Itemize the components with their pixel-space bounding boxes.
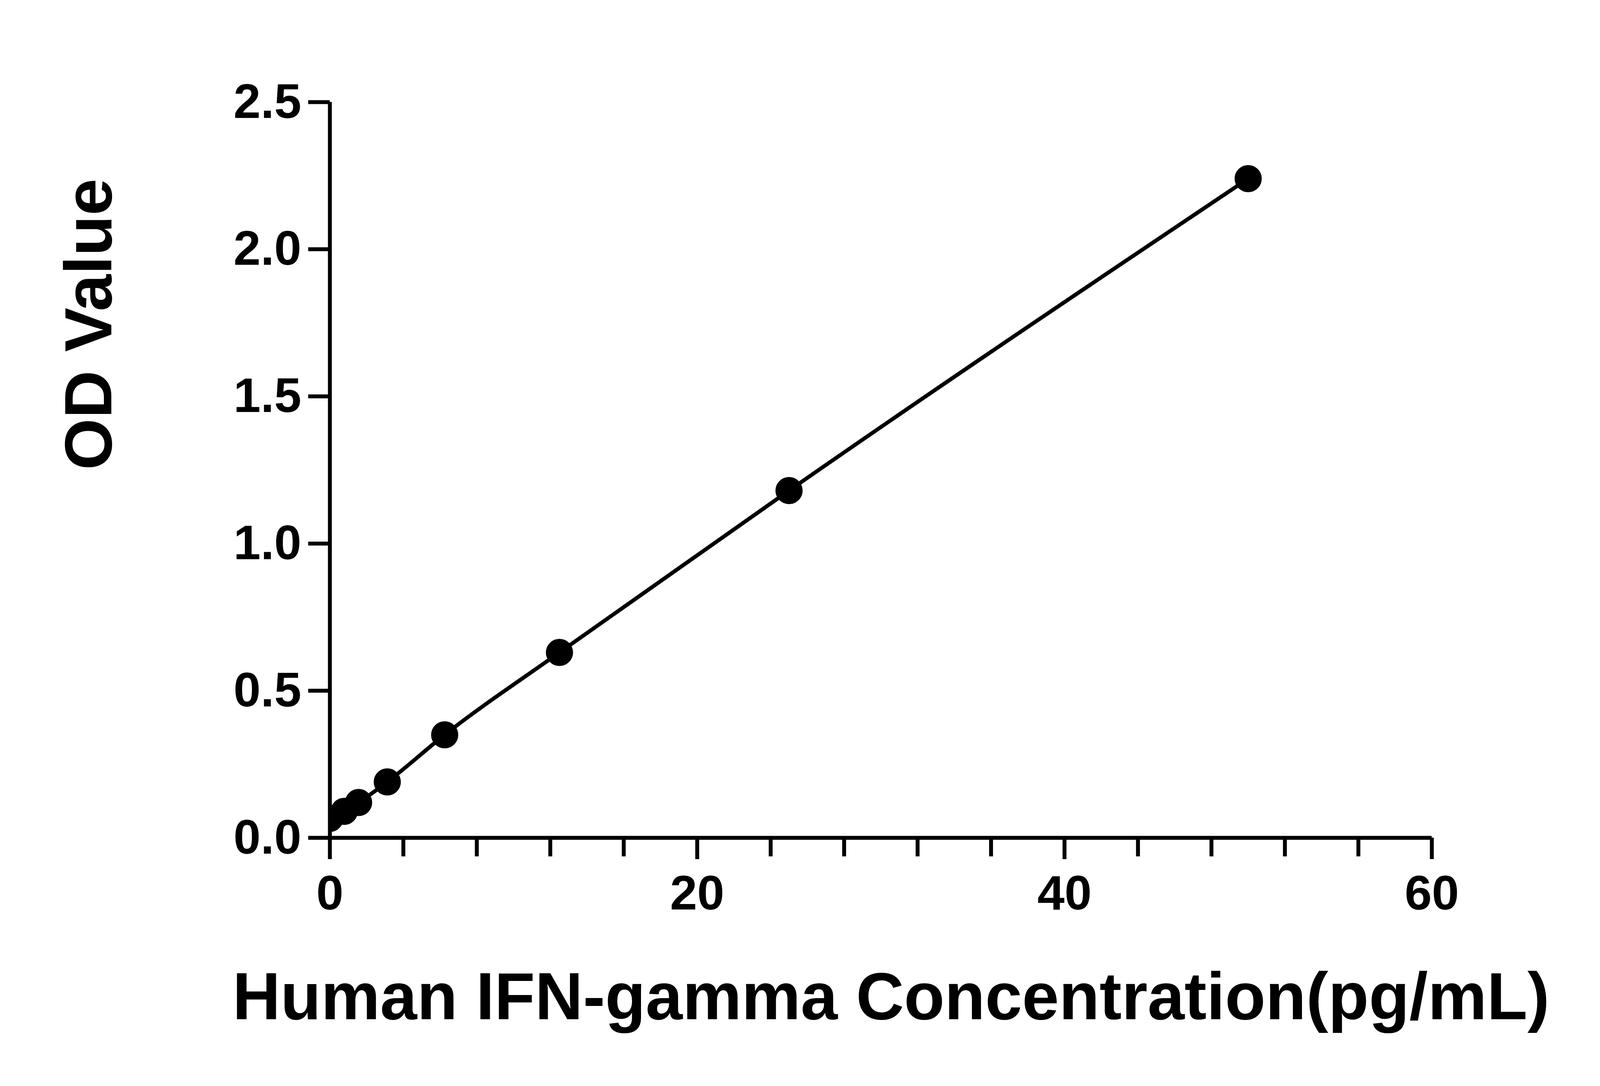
svg-text:60: 60 <box>1404 865 1459 920</box>
svg-text:0: 0 <box>316 865 344 920</box>
svg-text:2.5: 2.5 <box>233 73 302 129</box>
svg-text:40: 40 <box>1037 865 1092 920</box>
svg-text:20: 20 <box>669 865 725 920</box>
svg-text:OD Value: OD Value <box>51 178 126 470</box>
svg-text:0.5: 0.5 <box>233 662 302 717</box>
svg-text:1.0: 1.0 <box>233 515 302 570</box>
svg-text:Human IFN-gamma Concentration(: Human IFN-gamma Concentration(pg/mL) <box>232 959 1550 1034</box>
svg-text:2.0: 2.0 <box>233 220 302 275</box>
svg-text:0.0: 0.0 <box>233 809 302 865</box>
svg-text:1.5: 1.5 <box>233 367 302 423</box>
